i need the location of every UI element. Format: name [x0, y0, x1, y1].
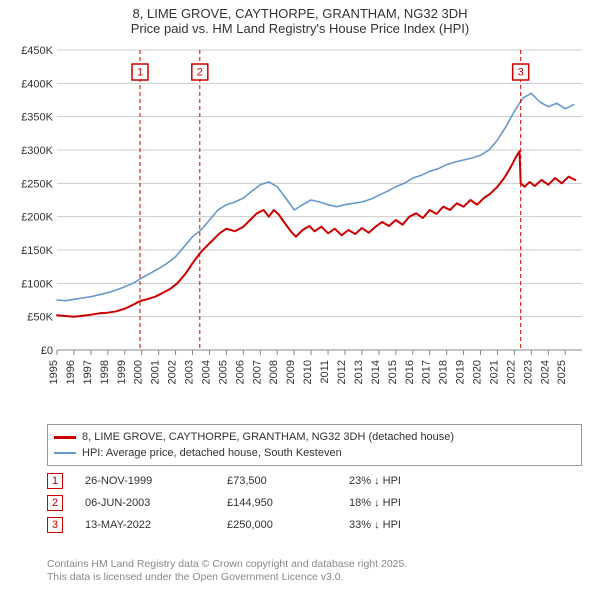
- svg-text:2002: 2002: [167, 360, 179, 384]
- event-delta: 33% ↓ HPI: [349, 519, 582, 531]
- svg-text:1996: 1996: [65, 360, 77, 384]
- chart-svg: £0 £50K £100K £150K £200K £250K £300K £350K £400…: [10, 46, 590, 416]
- footer-attribution: Contains HM Land Registry data © Crown c…: [47, 558, 582, 584]
- svg-text:2019: 2019: [455, 360, 467, 384]
- footer-line2: This data is licensed under the Open Gov…: [47, 571, 582, 584]
- event-delta: 18% ↓ HPI: [349, 497, 582, 509]
- svg-text:2014: 2014: [370, 360, 382, 384]
- event-row: 2 06-JUN-2003 £144,950 18% ↓ HPI: [47, 492, 582, 514]
- svg-text:1998: 1998: [99, 360, 111, 384]
- event-table: 1 26-NOV-1999 £73,500 23% ↓ HPI 2 06-JUN…: [47, 470, 582, 536]
- legend-swatch-blue: [54, 452, 76, 454]
- svg-text:2005: 2005: [217, 360, 229, 384]
- legend-swatch-red: [54, 436, 76, 439]
- svg-text:£350K: £350K: [21, 112, 53, 124]
- svg-text:2007: 2007: [251, 360, 263, 384]
- svg-text:2024: 2024: [539, 360, 551, 384]
- x-axis-ticks: 1995 1996 1997 1998 1999 2000 2001 2002 2003 2004…: [48, 350, 568, 384]
- svg-text:2022: 2022: [505, 360, 517, 384]
- svg-text:1999: 1999: [116, 360, 128, 384]
- svg-text:£250K: £250K: [21, 178, 53, 190]
- svg-text:1997: 1997: [82, 360, 94, 384]
- legend-row: 8, LIME GROVE, CAYTHORPE, GRANTHAM, NG32…: [54, 429, 575, 445]
- svg-text:2023: 2023: [522, 360, 534, 384]
- svg-text:2003: 2003: [184, 360, 196, 384]
- svg-text:2009: 2009: [285, 360, 297, 384]
- event-date: 06-JUN-2003: [85, 497, 205, 509]
- legend-row: HPI: Average price, detached house, Sout…: [54, 445, 575, 461]
- svg-text:£0: £0: [41, 345, 53, 357]
- svg-text:2008: 2008: [268, 360, 280, 384]
- event-marker-icon: 3: [47, 517, 63, 533]
- svg-text:2021: 2021: [488, 360, 500, 384]
- event-date: 26-NOV-1999: [85, 475, 205, 487]
- svg-text:2013: 2013: [353, 360, 365, 384]
- svg-text:2015: 2015: [387, 360, 399, 384]
- event-delta: 23% ↓ HPI: [349, 475, 582, 487]
- svg-text:£100K: £100K: [21, 278, 53, 290]
- event-row: 1 26-NOV-1999 £73,500 23% ↓ HPI: [47, 470, 582, 492]
- svg-text:1995: 1995: [48, 360, 60, 384]
- svg-text:2017: 2017: [421, 360, 433, 384]
- svg-text:2001: 2001: [150, 360, 162, 384]
- svg-text:2004: 2004: [200, 360, 212, 384]
- chart-area: £0 £50K £100K £150K £200K £250K £300K £350K £400…: [10, 46, 590, 416]
- event-marker-icon: 2: [47, 495, 63, 511]
- svg-text:£300K: £300K: [21, 145, 53, 157]
- svg-text:£200K: £200K: [21, 212, 53, 224]
- svg-text:2: 2: [197, 66, 203, 78]
- event-marker-icon: 1: [47, 473, 63, 489]
- y-axis-ticks: £0 £50K £100K £150K £200K £250K £300K £350K £400…: [21, 46, 53, 357]
- svg-text:2012: 2012: [336, 360, 348, 384]
- event-price: £250,000: [227, 519, 327, 531]
- legend: 8, LIME GROVE, CAYTHORPE, GRANTHAM, NG32…: [47, 424, 582, 466]
- svg-text:2006: 2006: [234, 360, 246, 384]
- svg-text:2018: 2018: [438, 360, 450, 384]
- svg-text:£400K: £400K: [21, 78, 53, 90]
- svg-text:2011: 2011: [319, 360, 331, 384]
- svg-text:£450K: £450K: [21, 46, 53, 57]
- title-line2: Price paid vs. HM Land Registry's House …: [10, 21, 590, 36]
- title-line1: 8, LIME GROVE, CAYTHORPE, GRANTHAM, NG32…: [10, 6, 590, 21]
- event-price: £144,950: [227, 497, 327, 509]
- chart-title: 8, LIME GROVE, CAYTHORPE, GRANTHAM, NG32…: [0, 0, 600, 38]
- gridlines: [57, 50, 582, 350]
- svg-text:2020: 2020: [472, 360, 484, 384]
- footer-line1: Contains HM Land Registry data © Crown c…: [47, 558, 582, 571]
- event-price: £73,500: [227, 475, 327, 487]
- svg-text:2010: 2010: [302, 360, 314, 384]
- svg-text:2016: 2016: [404, 360, 416, 384]
- legend-label: HPI: Average price, detached house, Sout…: [82, 445, 342, 461]
- event-row: 3 13-MAY-2022 £250,000 33% ↓ HPI: [47, 514, 582, 536]
- svg-text:2000: 2000: [133, 360, 145, 384]
- svg-text:£150K: £150K: [21, 245, 53, 257]
- svg-text:£50K: £50K: [27, 312, 53, 324]
- legend-label: 8, LIME GROVE, CAYTHORPE, GRANTHAM, NG32…: [82, 429, 454, 445]
- event-date: 13-MAY-2022: [85, 519, 205, 531]
- svg-text:3: 3: [518, 66, 524, 78]
- svg-text:2025: 2025: [556, 360, 568, 384]
- svg-text:1: 1: [137, 66, 143, 78]
